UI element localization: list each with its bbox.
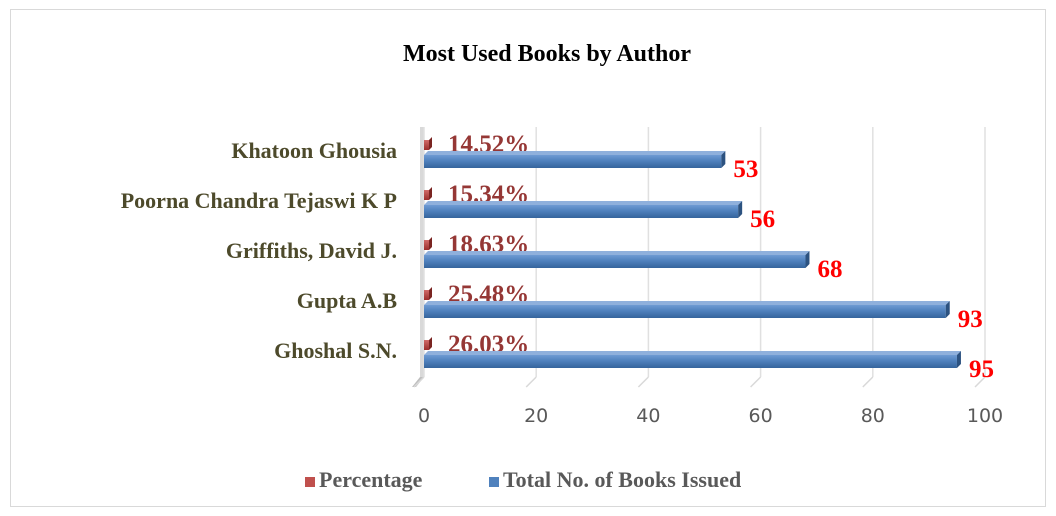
books-issued-bar-side	[945, 301, 950, 318]
legend: Percentage Total No. of Books Issued	[305, 467, 741, 492]
books-issued-bar-side	[956, 351, 961, 368]
books-issued-data-label: 93	[958, 306, 983, 333]
percentage-bar	[424, 140, 429, 150]
x-tick-label: 60	[749, 405, 773, 427]
books-issued-bar	[424, 155, 722, 168]
category-label: Gupta A.B	[297, 288, 398, 313]
books-issued-bar-top	[424, 151, 726, 155]
books-issued-data-label: 53	[733, 156, 758, 183]
books-issued-bar-side	[721, 151, 726, 168]
legend-label-percentage: Percentage	[319, 467, 423, 492]
books-issued-bar-top	[424, 301, 950, 305]
books-issued-bar-top	[424, 251, 810, 255]
gridline-floor	[525, 376, 537, 388]
percentage-bar	[424, 240, 429, 250]
percentage-bar-side	[429, 187, 432, 200]
gridline-floor	[862, 376, 874, 388]
percentage-bar	[424, 290, 429, 300]
category-label: Poorna Chandra Tejaswi K P	[121, 188, 397, 213]
books-issued-bar-top	[424, 201, 743, 205]
legend-label-books-issued: Total No. of Books Issued	[503, 467, 741, 492]
legend-swatch-percentage	[305, 477, 315, 487]
books-issued-bar	[424, 355, 957, 368]
axis-wall	[420, 127, 424, 377]
category-label: Ghoshal S.N.	[274, 338, 397, 363]
gridline-floor	[413, 376, 425, 388]
books-issued-data-label: 95	[969, 356, 994, 383]
percentage-bar-side	[429, 237, 432, 250]
legend-swatch-books-issued	[489, 477, 499, 487]
books-issued-bar-side	[738, 201, 743, 218]
percentage-bar-side	[429, 337, 432, 350]
percentage-bar	[424, 190, 429, 200]
percentage-bar-side	[429, 137, 432, 150]
chart-title: Most Used Books by Author	[403, 41, 691, 67]
gridline-floor	[750, 376, 762, 388]
x-tick-label: 0	[418, 405, 430, 427]
books-issued-bar	[424, 205, 739, 218]
books-issued-bar	[424, 305, 946, 318]
category-label: Griffiths, David J.	[226, 238, 397, 263]
chart-frame: Most Used Books by Author 0 20 40 60 80 100 Kh…	[10, 9, 1046, 507]
x-tick-label: 20	[524, 405, 548, 427]
bar-chart: Most Used Books by Author 0 20 40 60 80 100 Kh…	[121, 41, 1003, 492]
gridline-floor	[974, 376, 986, 388]
books-issued-data-label: 56	[750, 206, 775, 233]
books-issued-bar-top	[424, 351, 961, 355]
books-issued-data-label: 68	[817, 256, 842, 283]
gridline-floor	[637, 376, 649, 388]
books-issued-bar-side	[805, 251, 810, 268]
books-issued-bar	[424, 255, 806, 268]
percentage-bar	[424, 340, 429, 350]
x-tick-label: 100	[967, 405, 1003, 427]
percentage-bar-side	[429, 287, 432, 300]
x-tick-label: 40	[636, 405, 660, 427]
category-label: Khatoon Ghousia	[231, 138, 397, 163]
x-tick-label: 80	[861, 405, 885, 427]
